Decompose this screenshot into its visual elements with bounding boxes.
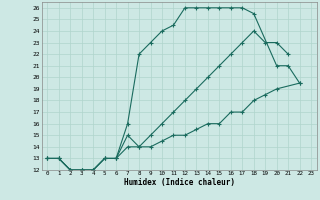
X-axis label: Humidex (Indice chaleur): Humidex (Indice chaleur) [124,178,235,187]
